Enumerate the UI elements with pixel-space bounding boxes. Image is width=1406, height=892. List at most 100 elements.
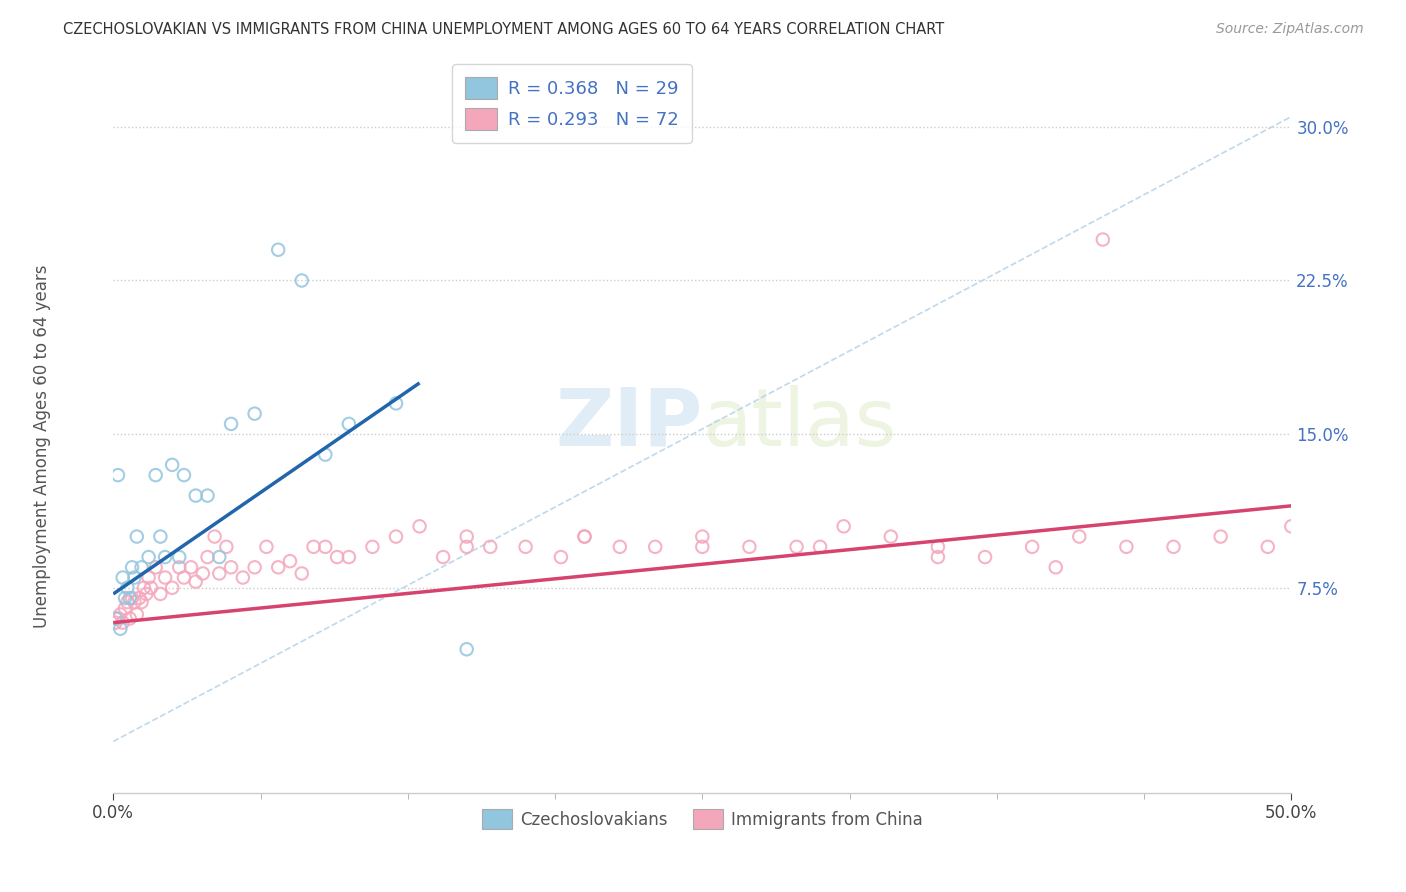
Point xyxy=(208,550,231,565)
Point xyxy=(644,540,666,554)
Point xyxy=(515,540,537,554)
Point xyxy=(118,611,141,625)
Point xyxy=(550,550,572,565)
Point xyxy=(243,560,266,574)
Point xyxy=(1209,530,1232,544)
Point xyxy=(291,273,314,287)
Point xyxy=(215,540,238,554)
Point xyxy=(124,570,146,584)
Point xyxy=(121,560,143,574)
Point xyxy=(111,570,134,584)
Point xyxy=(408,519,430,533)
Point xyxy=(302,540,325,554)
Point xyxy=(243,407,266,421)
Point xyxy=(609,540,631,554)
Point xyxy=(117,595,139,609)
Point xyxy=(125,607,148,622)
Point xyxy=(139,581,162,595)
Point xyxy=(314,540,336,554)
Point xyxy=(117,581,139,595)
Point xyxy=(278,554,301,568)
Legend: Czechoslovakians, Immigrants from China: Czechoslovakians, Immigrants from China xyxy=(475,802,929,836)
Point xyxy=(104,611,127,625)
Point xyxy=(385,530,408,544)
Point xyxy=(432,550,454,565)
Point xyxy=(107,468,129,483)
Point xyxy=(927,550,949,565)
Point xyxy=(131,595,153,609)
Point xyxy=(110,607,132,622)
Point xyxy=(361,540,384,554)
Point xyxy=(254,540,277,554)
Point xyxy=(267,560,290,574)
Point xyxy=(160,458,183,472)
Point xyxy=(160,581,183,595)
Point xyxy=(121,591,143,605)
Text: CZECHOSLOVAKIAN VS IMMIGRANTS FROM CHINA UNEMPLOYMENT AMONG AGES 60 TO 64 YEARS : CZECHOSLOVAKIAN VS IMMIGRANTS FROM CHINA… xyxy=(63,22,945,37)
Point xyxy=(808,540,831,554)
Point xyxy=(456,642,478,657)
Point xyxy=(131,560,153,574)
Point xyxy=(138,550,160,565)
Point xyxy=(184,489,207,503)
Text: Source: ZipAtlas.com: Source: ZipAtlas.com xyxy=(1216,22,1364,37)
Point xyxy=(574,530,596,544)
Point xyxy=(125,530,148,544)
Point xyxy=(110,622,132,636)
Point xyxy=(167,550,190,565)
Point xyxy=(135,587,157,601)
Point xyxy=(173,468,195,483)
Point xyxy=(124,595,146,609)
Point xyxy=(180,560,202,574)
Point xyxy=(314,448,336,462)
Point xyxy=(219,560,242,574)
Point xyxy=(1091,233,1114,247)
Point xyxy=(204,530,226,544)
Point xyxy=(1045,560,1067,574)
Point xyxy=(1115,540,1137,554)
Point xyxy=(107,611,129,625)
Point xyxy=(456,530,478,544)
Point xyxy=(184,574,207,589)
Point xyxy=(114,601,136,615)
Point xyxy=(326,550,349,565)
Point xyxy=(118,591,141,605)
Point xyxy=(132,581,155,595)
Point xyxy=(974,550,997,565)
Point xyxy=(337,417,360,431)
Text: atlas: atlas xyxy=(703,384,897,463)
Point xyxy=(197,550,219,565)
Point xyxy=(128,591,150,605)
Text: ZIP: ZIP xyxy=(555,384,703,463)
Point xyxy=(232,570,254,584)
Point xyxy=(337,550,360,565)
Point xyxy=(1279,519,1302,533)
Point xyxy=(291,566,314,581)
Point xyxy=(880,530,903,544)
Point xyxy=(111,615,134,630)
Point xyxy=(149,530,172,544)
Point xyxy=(138,570,160,584)
Point xyxy=(1069,530,1091,544)
Point xyxy=(153,570,176,584)
Point xyxy=(145,560,167,574)
Point xyxy=(692,540,714,554)
Text: Unemployment Among Ages 60 to 64 years: Unemployment Among Ages 60 to 64 years xyxy=(34,264,51,628)
Point xyxy=(104,615,127,630)
Point xyxy=(208,566,231,581)
Point xyxy=(145,468,167,483)
Point xyxy=(832,519,855,533)
Point xyxy=(1021,540,1043,554)
Point xyxy=(219,417,242,431)
Point xyxy=(191,566,214,581)
Point xyxy=(167,560,190,574)
Point xyxy=(153,550,176,565)
Point xyxy=(738,540,761,554)
Point xyxy=(456,540,478,554)
Point xyxy=(385,396,408,410)
Point xyxy=(479,540,502,554)
Point xyxy=(114,591,136,605)
Point xyxy=(173,570,195,584)
Point xyxy=(692,530,714,544)
Point xyxy=(267,243,290,257)
